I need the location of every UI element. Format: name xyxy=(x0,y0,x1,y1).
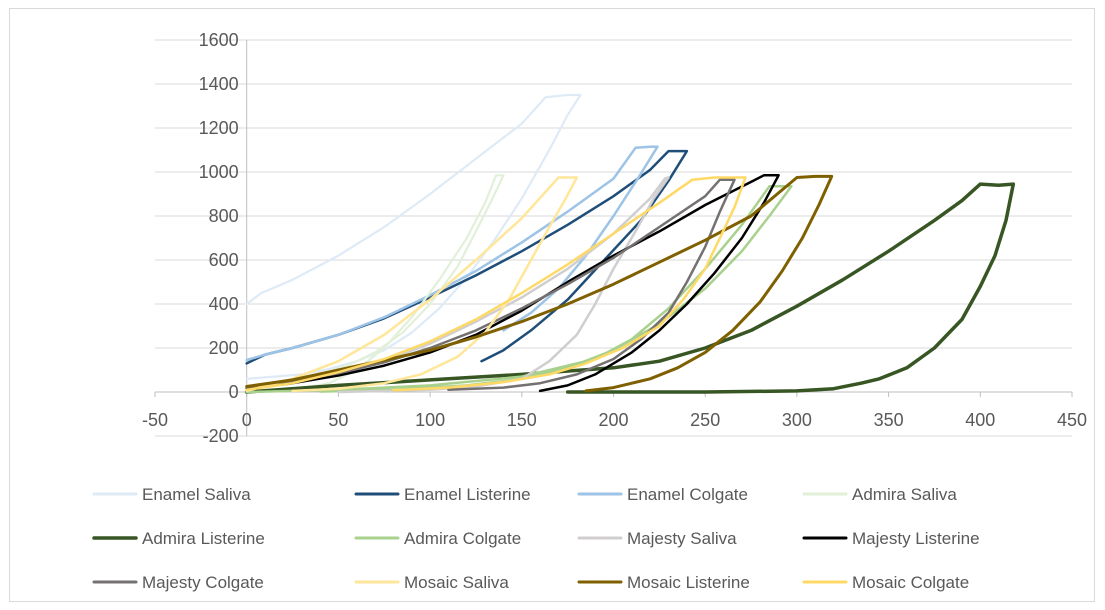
legend-item: Mosaic Saliva xyxy=(354,573,509,592)
x-tick-label: 250 xyxy=(690,410,720,430)
x-tick-label: 450 xyxy=(1057,410,1087,430)
x-tick-label: 200 xyxy=(598,410,628,430)
series-line-majesty-colgate xyxy=(245,178,736,392)
x-tick-label: 0 xyxy=(242,410,252,430)
axes xyxy=(154,40,1073,436)
y-tick-label: -200 xyxy=(203,426,239,446)
legend-label: Mosaic Colgate xyxy=(852,573,969,592)
x-tick-label: 50 xyxy=(328,410,348,430)
y-tick-label: 1200 xyxy=(199,118,239,138)
legend-label: Admira Listerine xyxy=(142,529,265,548)
y-tick-label: 1400 xyxy=(199,74,239,94)
legend-item: Majesty Listerine xyxy=(802,529,980,548)
series-line-majesty-saliva xyxy=(245,176,670,394)
series-lines xyxy=(244,93,1016,394)
chart-frame: -200 0 200 400 600 800 1000 1200 1400 1600 -50 0 50 1… xyxy=(9,8,1095,602)
x-tick-label: 400 xyxy=(965,410,995,430)
legend-item: Admira Listerine xyxy=(92,529,265,548)
y-tick-label: 0 xyxy=(229,382,239,402)
x-tick-label: -50 xyxy=(142,410,168,430)
series-line-mosaic-saliva xyxy=(245,176,579,393)
legend-label: Mosaic Listerine xyxy=(627,573,750,592)
series-line-mosaic-colgate xyxy=(245,176,747,392)
x-tick-label: 300 xyxy=(782,410,812,430)
legend: Enamel Saliva Enamel Listerine Enamel Colg… xyxy=(92,485,980,592)
x-tick-label: 100 xyxy=(415,410,445,430)
legend-label: Enamel Saliva xyxy=(142,485,251,504)
legend-label: Majesty Listerine xyxy=(852,529,980,548)
legend-item: Majesty Saliva xyxy=(577,529,737,548)
y-tick-label: 200 xyxy=(209,338,239,358)
legend-label: Majesty Saliva xyxy=(627,529,737,548)
x-tick-label: 150 xyxy=(507,410,537,430)
legend-label: Mosaic Saliva xyxy=(404,573,509,592)
series-line-majesty-listerine xyxy=(245,174,780,393)
legend-item: Admira Saliva xyxy=(802,485,957,504)
series-line-admira-colgate xyxy=(245,185,793,394)
y-tick-label: 400 xyxy=(209,294,239,314)
x-tick-label: 350 xyxy=(874,410,904,430)
legend-item: Mosaic Colgate xyxy=(802,573,969,592)
series-line-admira-listerine xyxy=(244,182,1016,394)
legend-item: Enamel Listerine xyxy=(354,485,531,504)
legend-label: Enamel Listerine xyxy=(404,485,531,504)
y-tick-label: 600 xyxy=(209,250,239,270)
series-line-mosaic-listerine xyxy=(245,174,834,393)
y-tick-label: 1000 xyxy=(199,162,239,182)
gridlines xyxy=(155,39,1072,437)
legend-item: Enamel Saliva xyxy=(92,485,251,504)
y-tick-label: 1600 xyxy=(199,30,239,50)
legend-label: Majesty Colgate xyxy=(142,573,264,592)
legend-item: Enamel Colgate xyxy=(577,485,748,504)
legend-label: Admira Colgate xyxy=(404,529,521,548)
legend-item: Majesty Colgate xyxy=(92,573,264,592)
legend-label: Admira Saliva xyxy=(852,485,957,504)
series-line-enamel-colgate xyxy=(245,145,659,362)
legend-item: Admira Colgate xyxy=(354,529,521,548)
legend-label: Enamel Colgate xyxy=(627,485,748,504)
y-tick-label: 800 xyxy=(209,206,239,226)
legend-item: Mosaic Listerine xyxy=(577,573,750,592)
